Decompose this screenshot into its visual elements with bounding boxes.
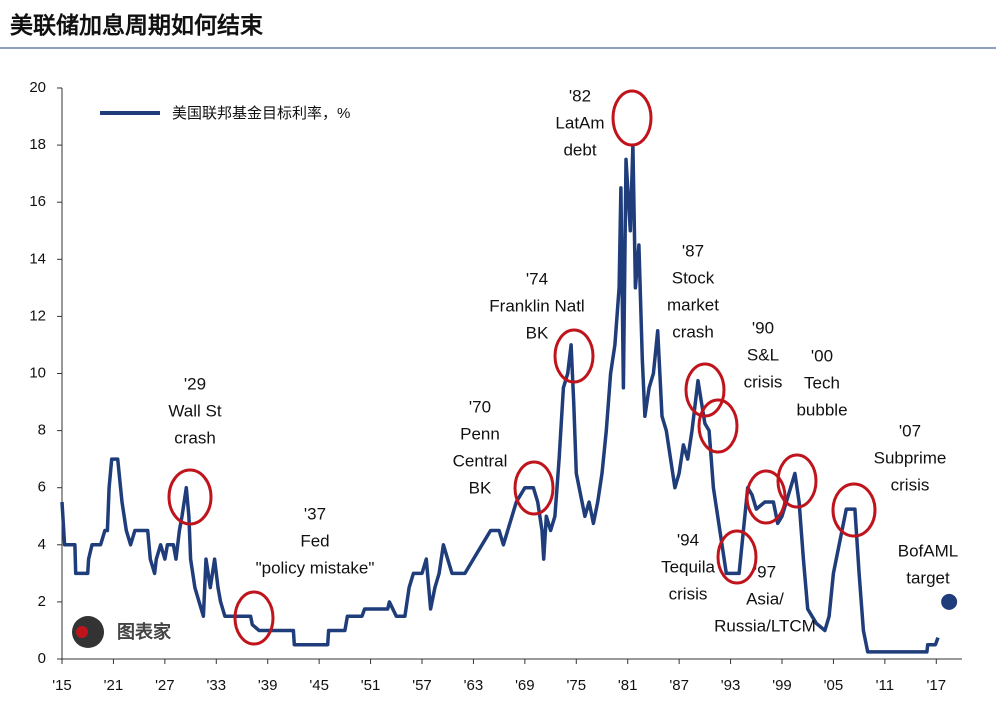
highlight-ring — [745, 469, 787, 525]
x-tick-label: '21 — [104, 677, 124, 694]
y-tick-label: 20 — [29, 79, 46, 96]
annotation: LatAm — [555, 113, 604, 132]
x-tick-label: '75 — [567, 677, 587, 694]
x-tick-label: '39 — [258, 677, 278, 694]
annotation: BK — [526, 323, 549, 342]
annotation: crisis — [744, 372, 783, 391]
annotation: '00 — [811, 346, 833, 365]
y-tick-label: 16 — [29, 193, 46, 210]
highlight-ring — [684, 362, 726, 418]
highlight-ring — [553, 328, 595, 384]
chart-title: 美联储加息周期如何结束 — [10, 12, 264, 38]
annotation: '94 — [677, 530, 699, 549]
highlight-ring — [233, 590, 275, 646]
annotation: Subprime — [874, 448, 947, 467]
highlight-ring — [167, 468, 213, 526]
x-tick-label: '27 — [155, 677, 175, 694]
annotation: '82 — [569, 86, 591, 105]
x-tick-label: '51 — [361, 677, 381, 694]
y-tick-label: 4 — [38, 536, 46, 553]
annotation: '87 — [682, 241, 704, 260]
annotation: '97 — [754, 562, 776, 581]
y-tick-label: 14 — [29, 250, 46, 267]
annotation: bubble — [796, 400, 847, 419]
watermark-icon-dot — [76, 626, 88, 638]
x-tick-label: '17 — [927, 677, 947, 694]
annotation: market — [667, 295, 719, 314]
x-tick-label: '05 — [824, 677, 844, 694]
annotation: crash — [174, 428, 216, 447]
highlight-ring — [831, 482, 877, 538]
x-tick-label: '15 — [52, 677, 72, 694]
annotation: Russia/LTCM — [714, 616, 816, 635]
y-tick-label: 12 — [29, 307, 46, 324]
annotation: Stock — [672, 268, 715, 287]
series-line — [60, 143, 940, 654]
annotation: '29 — [184, 374, 206, 393]
x-tick-label: '93 — [721, 677, 741, 694]
annotation: '37 — [304, 504, 326, 523]
x-tick-label: '99 — [772, 677, 792, 694]
annotation: Central — [453, 451, 508, 470]
x-tick-label: '11 — [876, 677, 894, 694]
annotation: '07 — [899, 421, 921, 440]
watermark: 图表家 — [117, 621, 172, 642]
x-tick-label: '57 — [412, 677, 432, 694]
highlight-ring — [697, 398, 739, 454]
highlight-ring — [611, 89, 653, 147]
annotation: BofAML — [898, 541, 958, 560]
x-tick-label: '45 — [309, 677, 329, 694]
annotation: crash — [672, 322, 714, 341]
y-tick-label: 2 — [38, 593, 46, 610]
y-tick-label: 0 — [38, 650, 46, 667]
annotation: BK — [469, 478, 492, 497]
annotation: Tech — [804, 373, 840, 392]
target-dot — [941, 593, 958, 610]
x-tick-label: '63 — [464, 677, 484, 694]
annotation: S&L — [747, 345, 779, 364]
annotation: crisis — [891, 475, 930, 494]
x-tick-label: '33 — [207, 677, 227, 694]
legend-label: 美国联邦基金目标利率，% — [172, 105, 350, 122]
x-tick-label: '81 — [618, 677, 638, 694]
y-tick-label: 10 — [29, 364, 46, 381]
annotation: "policy mistake" — [256, 558, 375, 577]
highlight-ring — [776, 453, 818, 509]
highlight-ring — [716, 529, 758, 585]
x-tick-label: '87 — [669, 677, 689, 694]
annotation: Tequila — [661, 557, 715, 576]
annotation: '90 — [752, 318, 774, 337]
y-tick-label: 8 — [38, 422, 46, 439]
annotation: Asia/ — [746, 589, 784, 608]
annotation: '74 — [526, 269, 548, 288]
annotation: crisis — [669, 584, 708, 603]
annotation: Fed — [300, 531, 329, 550]
annotation: target — [906, 568, 950, 587]
annotation: debt — [563, 140, 596, 159]
highlight-ring — [513, 460, 555, 516]
annotation: Penn — [460, 424, 500, 443]
y-tick-label: 6 — [38, 479, 46, 496]
annotation: Wall St — [168, 401, 221, 420]
x-tick-label: '69 — [515, 677, 535, 694]
y-tick-label: 18 — [29, 136, 46, 153]
annotation: Franklin Natl — [489, 296, 584, 315]
annotation: '70 — [469, 397, 491, 416]
